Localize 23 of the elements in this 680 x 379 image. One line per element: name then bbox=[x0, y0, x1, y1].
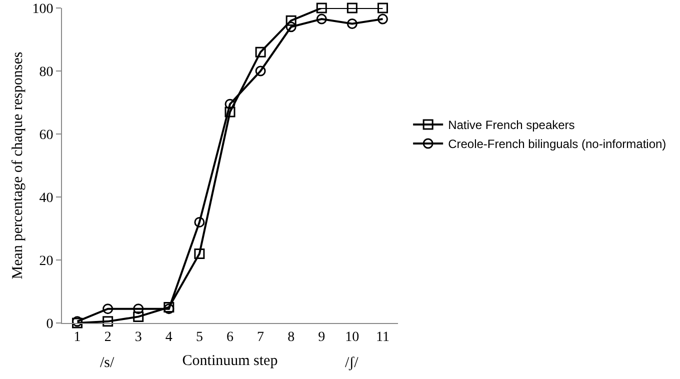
y-tick-label: 80 bbox=[39, 64, 54, 80]
y-tick-label: 60 bbox=[39, 128, 54, 143]
x-tick-label: 1 bbox=[74, 330, 81, 345]
text: /s/ bbox=[100, 355, 116, 371]
y-tick-label: 40 bbox=[39, 190, 54, 206]
x-tick-label: 8 bbox=[288, 330, 295, 345]
x-tick-label: 6 bbox=[226, 330, 234, 345]
y-tick-label: 100 bbox=[32, 2, 54, 17]
x-tick-label: 4 bbox=[165, 330, 172, 345]
x-tick-label: 9 bbox=[318, 330, 326, 345]
x-tick-label: 10 bbox=[345, 330, 360, 345]
legend-label: Creole-French bilinguals (no-information) bbox=[448, 137, 666, 152]
x-tick-label: 7 bbox=[257, 330, 264, 345]
x-tick-label: 5 bbox=[196, 330, 203, 345]
legend-label: Native French speakers bbox=[448, 118, 575, 132]
y-axis-title: Mean percentage of chaque responses bbox=[10, 52, 26, 280]
x-tick-label: 2 bbox=[104, 330, 112, 345]
x-axis-title: Continuum step bbox=[182, 352, 278, 369]
y-tick-label: 20 bbox=[39, 254, 54, 269]
y-tick-label: 0 bbox=[46, 316, 54, 332]
text: /ʃ/ bbox=[345, 355, 360, 371]
x-tick-label: 3 bbox=[134, 330, 142, 345]
x-tick-label: 11 bbox=[376, 330, 390, 345]
